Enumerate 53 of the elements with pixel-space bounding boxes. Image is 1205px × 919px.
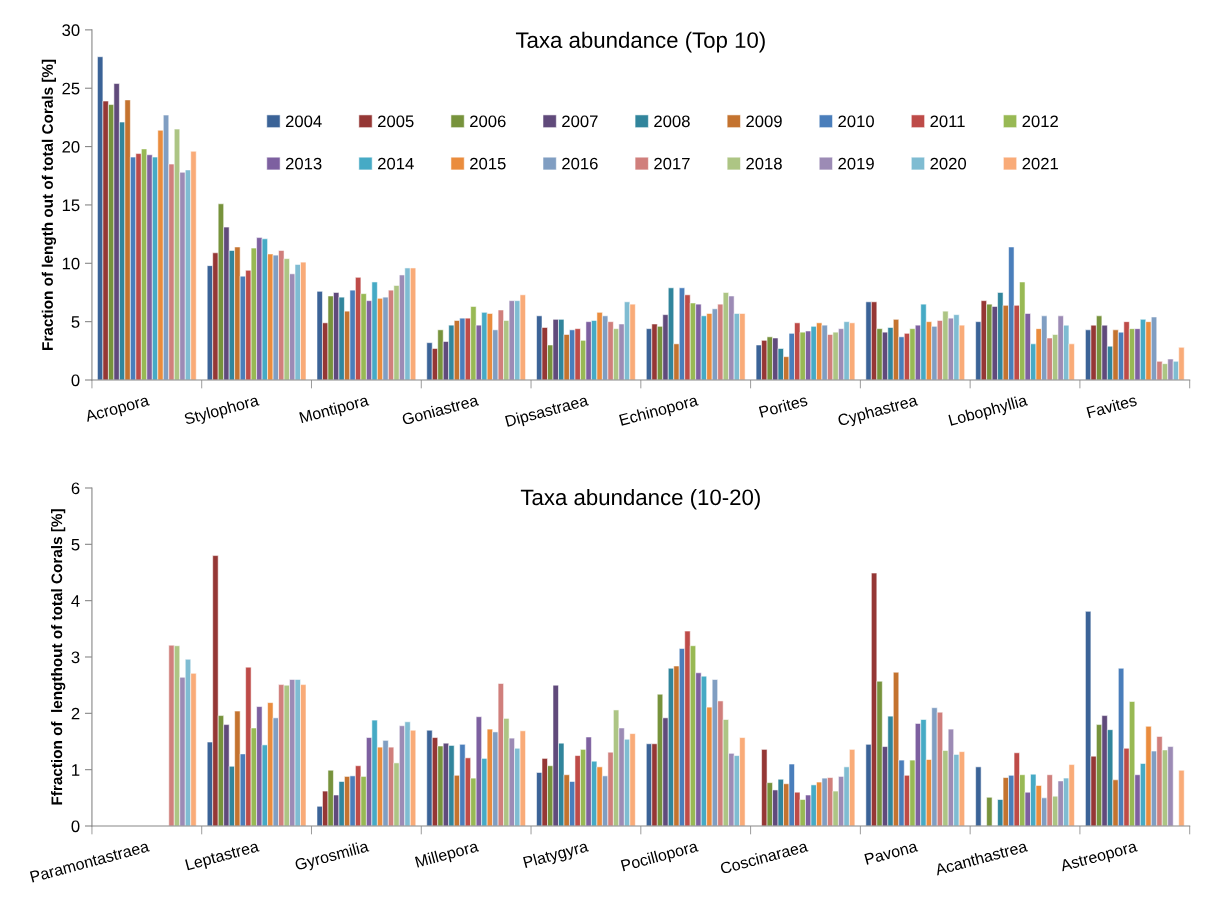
legend-label: 2015 <box>470 157 506 170</box>
legend-label: 2016 <box>562 157 598 170</box>
x-tick-label: Stylophora <box>183 393 261 428</box>
legend-label: 2011 <box>930 115 965 128</box>
legend-label: 2019 <box>838 157 874 170</box>
y-tick-label: 4 <box>71 595 80 607</box>
legend-label: 2018 <box>746 157 782 170</box>
y-axis-title: Fraction of length out of total Corals [%] <box>41 59 57 350</box>
x-tick-label: Favites <box>1086 394 1138 419</box>
y-tick-label: 2 <box>71 707 80 720</box>
y-axis-title: Ffraction of lengthout of total Corals [%] <box>51 509 66 805</box>
bar <box>975 766 982 826</box>
y-tick-label: 25 <box>62 82 80 95</box>
y-tick-label: 5 <box>71 538 80 551</box>
legend-label: 2008 <box>654 115 690 128</box>
chart-title: Taxa abundance (10-20) <box>520 488 760 510</box>
y-tick-label: 0 <box>71 374 80 387</box>
x-tick-label: Leptastrea <box>185 840 261 874</box>
legend-label: 2010 <box>838 115 874 128</box>
legend-label: 2004 <box>285 115 322 128</box>
y-tick-label: 10 <box>62 257 80 270</box>
y-tick-label: 15 <box>62 199 80 212</box>
y-tick-label: 0 <box>71 820 80 833</box>
bar <box>986 796 993 826</box>
x-tick-label: Acropora <box>84 394 151 426</box>
y-tick-label: 1 <box>72 764 80 776</box>
legend-label: 2020 <box>930 157 967 170</box>
legend-label: 2007 <box>562 115 598 128</box>
x-tick-label: Goniastrea <box>401 393 480 426</box>
legend-label: 2009 <box>746 115 782 128</box>
x-tick-label: Montipora <box>299 393 371 427</box>
legend-label: 2017 <box>654 157 690 170</box>
legend-label: 2005 <box>378 115 414 128</box>
x-tick-label: Porites <box>758 394 808 418</box>
legend-label: 2021 <box>1022 157 1058 170</box>
y-tick-label: 3 <box>71 651 80 664</box>
x-tick-label: Pavona <box>864 840 919 865</box>
bar <box>426 342 433 381</box>
legend-label: 2013 <box>285 157 322 170</box>
y-tick-label: 6 <box>71 482 80 495</box>
bar <box>1085 611 1092 826</box>
y-tick-label: 30 <box>62 24 80 37</box>
y-tick-label: 5 <box>71 316 80 328</box>
bar <box>1178 769 1185 826</box>
x-tick-label: Millepora <box>414 839 481 871</box>
legend-label: 2014 <box>378 157 414 170</box>
bar <box>755 344 762 381</box>
chart-title: Taxa abundance (Top 10) <box>515 31 765 53</box>
legend-label: 2006 <box>470 115 506 128</box>
y-tick-label: 20 <box>62 140 80 153</box>
x-tick-label: Platygyra <box>522 839 590 872</box>
legend-label: 2012 <box>1022 115 1058 128</box>
bar <box>316 291 323 381</box>
